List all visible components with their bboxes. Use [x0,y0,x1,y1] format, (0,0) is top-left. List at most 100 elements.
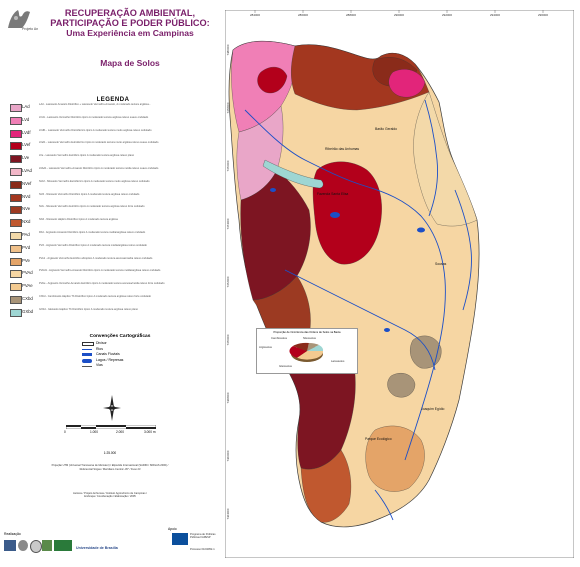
soil-LVef-nw [257,66,288,94]
grid-left-label: 7468000 [226,392,230,403]
grid-left-label: 7472000 [226,276,230,287]
conventions-title: Convenções Cartográficas [89,334,151,339]
place-label-0: Ribeirão das Anhumas [325,147,359,151]
legend-swatch [10,129,22,138]
unb-logo-text: Universidade de Brasília [76,546,118,550]
grid-left-label: 7480000 [226,44,230,55]
legend-swatch [10,116,22,125]
pie-slice-nitossolos [293,342,309,351]
legend-description: PVAe - Argissolo Vermelho-Amarelo Eutróf… [39,282,165,286]
lake-1 [330,212,340,218]
scale-labels: 0 1.000 2.000 3.000 m [60,430,160,435]
grid-left-label: 7474000 [226,218,230,229]
legend-code: PVd [22,244,31,250]
legend-swatch [10,206,22,215]
legend-swatch [10,104,22,112]
grid-top-label: 288000 [346,13,356,17]
legend-description: LVAd1 - Latossolo Vermelho-Amarelo Distr… [39,167,159,170]
fapesp-logo [172,533,188,545]
legend-code: PAd [22,232,30,237]
grid-top-label: 284000 [250,13,260,17]
grid-left-label: 7466000 [226,450,230,461]
soil-PVe-south [365,425,425,492]
lake-3 [384,328,390,332]
legend-description: PAd - Argissolo Amarelo Distrófico típic… [39,231,146,234]
legend-swatch [10,180,22,189]
river-far-east [454,189,472,311]
scale-label-3: 3.000 m [144,430,156,434]
grid-left-label: 7470000 [226,334,230,345]
legend-code: LAd [22,104,30,109]
soil-CXbd-south [387,373,416,398]
pie-chart-title: Proporção de Ocorrência das Ordens de So… [273,331,341,334]
pie-chart [289,342,324,362]
legend-panel: Projeto Anhumas RECUPERAÇÃO AMBIENTAL, P… [0,0,222,567]
scale-label-0: 0 [64,430,66,434]
legend-code: NVe [22,206,31,212]
place-labels: Ribeirão das Anhumas Fazenda Santa Elisa… [317,127,447,441]
lake-2 [417,227,425,233]
place-label-1: Fazenda Santa Elisa [317,192,348,196]
soil-LVdf-north [388,69,426,98]
credits-text: Autores / Projeto Anhumas / Instituto Ag… [73,492,147,499]
legend-description: LVef1 - Latossolo Vermelho Eutroférrico … [39,141,159,145]
grid-left-label: 7478000 [226,102,230,113]
scale-label-1: 1.000 [90,430,98,434]
legend-description: PVe1 - Argissolo Vermelho Eutrófico abrú… [39,256,153,260]
scale-ratio: 1:25.000 [103,451,117,455]
pie-slice-latossolos [289,346,307,358]
soil-PAd-east [413,91,478,227]
legend-code: NXd [22,219,31,225]
legend-code: LVd [22,116,30,122]
legend-description: NVe - Nitossolo Vermelho Eutrófico típic… [39,205,145,209]
grid-top-label: 294000 [490,13,500,17]
legend-swatch [10,244,22,253]
sponsor-logo-4 [42,540,52,551]
legend-swatch [10,142,22,151]
sponsor-logo-1 [4,540,16,551]
north-arrow-icon [103,395,121,421]
legend-code: LVdf [22,129,31,135]
legend-description: NVef - Nitossolo Vermelho Eutroférrico t… [39,179,150,183]
legend-description: CXbd - Cambissolo Háplico Tb Distrófico … [39,295,151,298]
pie-label-nitossolos: Nitossolos [303,336,316,340]
scale-bar [66,425,156,429]
title-line-1: RECUPERAÇÃO AMBIENTAL, [64,8,196,18]
pie-slice-gleissolos [307,345,324,351]
soil-LVef-center [312,161,382,265]
pie-label-cambissolos: Cambissolos [271,336,288,340]
legend-code: LVAd [22,168,32,173]
legend-description: NVd - Nitossolo Vermelho Distrófico típi… [39,192,140,196]
legend-description: LVdf1 - Latossolo Vermelho Distroférrico… [39,128,152,132]
soil-NXd-south [300,449,352,523]
sponsor-logos [4,538,124,554]
legend-code: NVef [22,180,32,186]
convention-rios: Rios [80,347,160,353]
legend-swatch [10,283,22,292]
convention-vias: Vias [80,363,160,369]
legend-description: PVd - Argissolo Vermelho Distrófico típi… [39,243,147,247]
river-west-tributary [284,269,436,371]
pie-label-gleissolos: Gleissolos [279,364,292,368]
pie-chart-inset: Proporção de Ocorrência das Ordens de So… [256,328,358,374]
legend-code: PVe [22,257,30,263]
project-logo-text: Projeto Anhumas [22,27,38,31]
legend-code: NVd [22,193,31,199]
grid-top-label: 286000 [298,13,308,17]
river-east-tributary [424,99,438,217]
place-label-3: Sousas [435,262,447,266]
legend-swatch [10,155,22,164]
sponsor-logo-5 [54,540,72,551]
legend-swatch [10,257,22,266]
scale-label-2: 2.000 [116,430,124,434]
lake-4 [270,188,276,192]
page-title: RECUPERAÇÃO AMBIENTAL, PARTICIPAÇÃO E PO… [40,8,220,38]
conventions-list: Divisor Rios Canais Fluviais Lagos / Rep… [80,341,160,369]
grid-top-label: 292000 [442,13,452,17]
legend-swatch [10,193,22,202]
grid-left-label: 7476000 [226,160,230,171]
map-grid: 284000 286000 288000 290000 292000 294000 2960… [226,10,548,519]
realizacao-label: Realização [4,532,21,536]
legend-swatch [10,168,22,176]
lakes [270,188,425,332]
